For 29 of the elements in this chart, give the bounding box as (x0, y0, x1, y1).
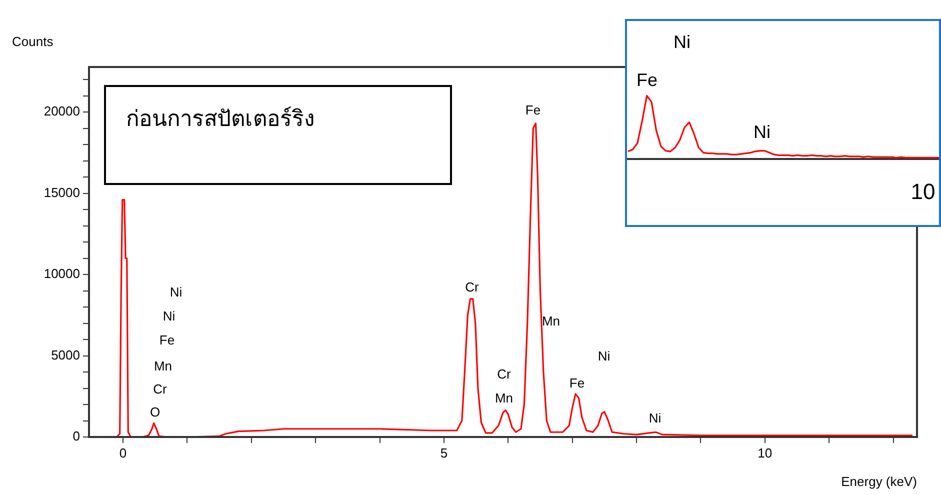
annotation: Cr (465, 280, 479, 294)
annotation: Fe (525, 102, 541, 118)
annotation: Fe (569, 376, 585, 390)
text: Ni (674, 32, 690, 52)
x-tick-label: 0 (119, 445, 127, 460)
annotation: Ni (648, 410, 662, 426)
annotation: Mn (494, 390, 514, 406)
annotation: O (150, 404, 160, 420)
annotation: Mn (154, 358, 172, 374)
y-tick-label: 15000 (44, 184, 80, 200)
y-tick-label: 20000 (44, 104, 80, 119)
x-axis-title: Energy (keV) (841, 474, 917, 489)
annotation: ก่อนการสปัตเตอร์ริง (104, 85, 452, 185)
annotation: Ni (162, 308, 176, 324)
y-tick-label: 0 (72, 428, 80, 444)
x-tick-label: 5 (440, 445, 448, 460)
annotation: Fe (636, 70, 658, 90)
annotation: Mn (542, 314, 560, 328)
annotation: Ni (754, 122, 770, 142)
y-tick-label: 5000 (51, 347, 80, 362)
annotation: Fe (159, 332, 175, 348)
annotation: Cr (153, 382, 167, 396)
annotation: Cr (497, 366, 511, 382)
y-axis-title: Counts (12, 34, 54, 49)
x-tick-label: 10 (758, 445, 772, 460)
annotation: 10 (910, 179, 936, 204)
annotation: Ni (170, 284, 182, 300)
annotation: Ni (598, 348, 610, 364)
y-tick-label: 10000 (44, 266, 80, 282)
